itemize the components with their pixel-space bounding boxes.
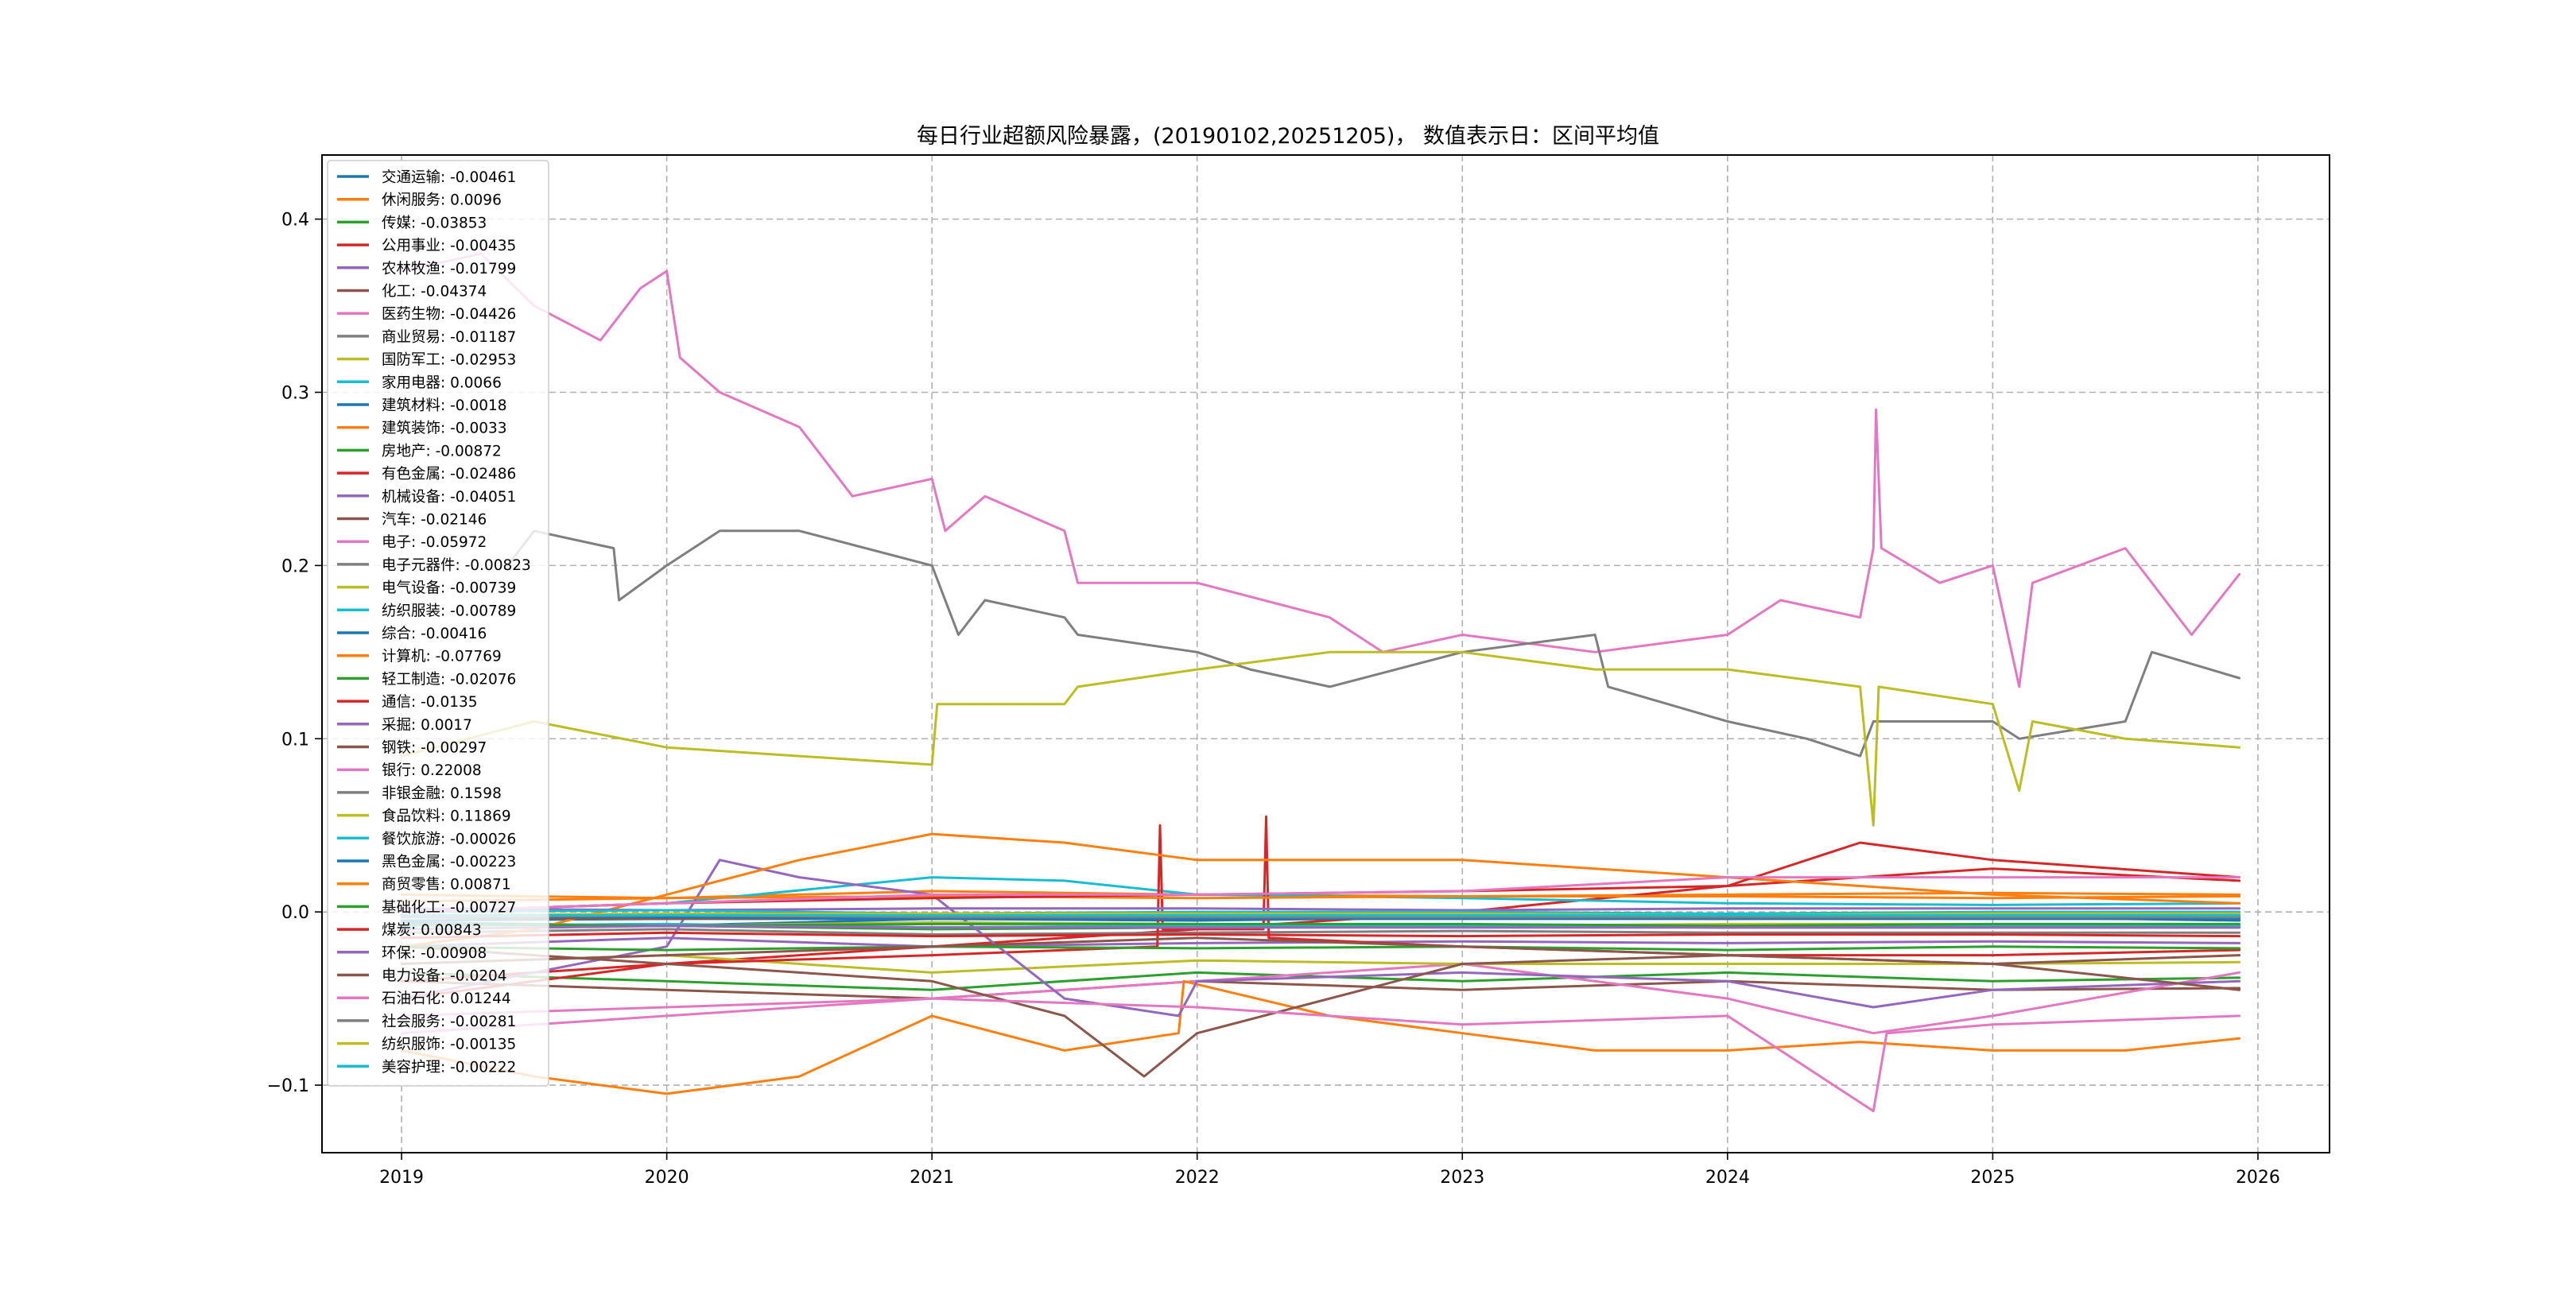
series-line-商贸零售	[400, 893, 2241, 900]
legend-label: 石油石化: 0.01244	[382, 991, 511, 1007]
legend-label: 商业贸易: -0.01187	[382, 329, 516, 346]
legend-label: 钢铁: -0.00297	[382, 740, 487, 757]
series-line-轻工制造	[400, 945, 2241, 952]
series-group	[400, 252, 2241, 1113]
legend-label: 餐饮旅游: -0.00026	[382, 831, 516, 847]
x-tick-label: 2021	[910, 1168, 954, 1188]
legend-label: 社会服务: -0.00281	[382, 1014, 516, 1030]
legend-label: 建筑材料: -0.0018	[382, 397, 507, 414]
legend-label: 黑色金属: -0.00223	[382, 854, 516, 870]
legend-label: 非银金融: 0.1598	[382, 785, 502, 802]
legend-label: 食品饮料: 0.11869	[382, 808, 511, 825]
series-line-电子	[400, 997, 2241, 1113]
legend-label: 医药生物: -0.04426	[382, 306, 516, 323]
series-line-通信	[400, 931, 2241, 940]
x-tick-label: 2023	[1440, 1168, 1484, 1188]
series-line-非银金融	[506, 529, 2241, 758]
legend-label: 房地产: -0.00872	[382, 443, 502, 459]
y-tick-label: 0.2	[281, 556, 309, 576]
grid	[322, 155, 2330, 1153]
series-line-化工	[400, 979, 2241, 1000]
legend-label: 环保: -0.00908	[382, 945, 487, 962]
y-tick-label: 0.3	[281, 383, 309, 403]
series-line-石油石化	[400, 876, 2241, 913]
series-line-国防军工	[400, 954, 2241, 974]
y-tick-label: 0.1	[281, 730, 309, 750]
legend-label: 美容护理: -0.00222	[382, 1059, 516, 1076]
series-line-商业贸易	[400, 928, 2241, 936]
legend-label: 有色金属: -0.02486	[382, 466, 516, 483]
legend-label: 电力设备: -0.0204	[382, 968, 507, 985]
y-tick-label: −0.1	[267, 1076, 309, 1096]
legend-label: 轻工制造: -0.02076	[382, 671, 516, 688]
series-line-建筑装饰	[400, 979, 2241, 1095]
legend-label: 采掘: 0.0017	[382, 717, 472, 734]
legend-label: 综合: -0.00416	[382, 626, 487, 642]
series-line-电力设备	[400, 936, 2241, 991]
legend-label: 国防军工: -0.02953	[382, 352, 516, 369]
legend-label: 农林牧渔: -0.01799	[382, 261, 516, 277]
x-tick-label: 2025	[1970, 1168, 2015, 1188]
chart-title: 每日行业超额风险暴露，(20190102,20251205)， 数值表示日：区间…	[917, 124, 1659, 149]
legend-label: 公用事业: -0.00435	[382, 238, 516, 254]
series-line-环保	[400, 925, 2241, 931]
legend-label: 商贸零售: 0.00871	[382, 877, 511, 894]
series-line-餐饮旅游	[400, 909, 2241, 915]
legend-label: 纺织服装: -0.00789	[382, 603, 516, 619]
series-line-纺织服饰	[400, 912, 2241, 917]
axes: 2019 2020 2021 2022 2023 2024 2025 2026 −0.1 0.0 0…	[267, 211, 2280, 1188]
legend-label: 休闲服务: 0.0096	[382, 192, 502, 209]
plot-area-frame	[321, 154, 2330, 1153]
legend-label: 基础化工: -0.00727	[382, 899, 516, 916]
x-tick-label: 2019	[379, 1168, 424, 1188]
series-line-银行	[400, 252, 2241, 688]
legend-label: 电气设备: -0.00739	[382, 580, 516, 597]
legend: 交通运输: -0.00461 休闲服务: 0.0096 传媒: -0.03853 公用…	[327, 160, 549, 1087]
legend-label: 机械设备: -0.04051	[382, 489, 516, 506]
legend-box	[327, 160, 549, 1087]
legend-label: 纺织服饰: -0.00135	[382, 1037, 516, 1053]
legend-label: 煤炭: 0.00843	[382, 922, 482, 939]
series-line-食品饮料	[400, 650, 2241, 827]
legend-label: 传媒: -0.03853	[382, 215, 487, 231]
y-tick-label: 0.0	[281, 903, 309, 923]
legend-label: 汽车: -0.02146	[382, 512, 487, 529]
legend-label: 电子元器件: -0.00823	[382, 557, 531, 574]
x-tick-label: 2022	[1175, 1168, 1220, 1188]
series-line-机械设备	[400, 859, 2241, 1018]
x-tick-label: 2024	[1705, 1168, 1750, 1188]
legend-label: 化工: -0.04374	[382, 284, 487, 300]
legend-label: 通信: -0.0135	[382, 694, 478, 711]
series-line-计算机	[400, 832, 2241, 948]
legend-label: 计算机: -0.07769	[382, 649, 502, 665]
legend-label: 家用电器: 0.0066	[382, 374, 502, 391]
legend-label: 银行: 0.22008	[382, 762, 482, 779]
x-tick-label: 2026	[2236, 1168, 2280, 1188]
x-tick-label: 2020	[645, 1168, 689, 1188]
legend-label: 交通运输: -0.00461	[382, 169, 516, 186]
legend-label: 电子: -0.05972	[382, 534, 487, 551]
y-tick-label: 0.4	[281, 211, 309, 231]
legend-label: 建筑装饰: -0.0033	[382, 421, 507, 437]
